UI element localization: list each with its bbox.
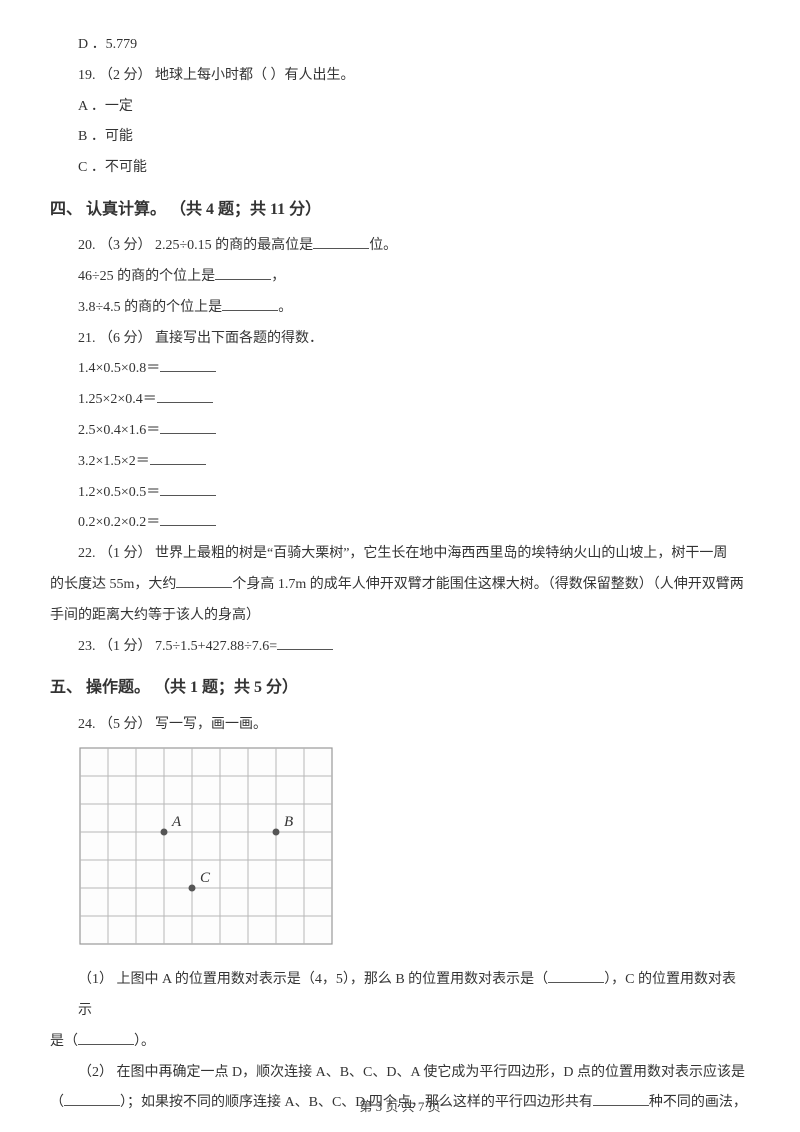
blank: [176, 574, 232, 588]
q19-opt-a: A ．一定: [50, 92, 750, 123]
q24-p1d: ）。: [134, 1034, 155, 1049]
blank: [78, 1031, 134, 1045]
q22-l2a: 的长度达 55m，大约: [50, 577, 176, 592]
q24-p1: （1） 上图中 A 的位置用数对表示是（4，5），那么 B 的位置用数对表示是（…: [50, 965, 750, 1057]
blank: [277, 636, 333, 650]
q21-e3-text: 2.5×0.4×1.6＝: [78, 423, 160, 438]
option-d: D ．5.779: [50, 30, 750, 61]
q20-l1b: 位。: [369, 238, 397, 253]
section-4-heading: 四、 认真计算。 （共 4 题；共 11 分）: [50, 192, 750, 227]
q19-stem: 19. （2 分） 地球上每小时都（ ）有人出生。: [50, 61, 750, 92]
q21-e6-text: 0.2×0.2×0.2＝: [78, 515, 160, 530]
q20-l2a: 46÷25 的商的个位上是: [78, 269, 215, 284]
blank: [215, 266, 271, 280]
blank: [222, 297, 278, 311]
q20-l2b: ，: [271, 269, 285, 284]
q22-block: 22. （1 分） 世界上最粗的树是“百骑大栗树”，它生长在地中海西西里岛的埃特…: [50, 539, 750, 631]
q21-e4-text: 3.2×1.5×2＝: [78, 454, 150, 469]
q20-line2: 46÷25 的商的个位上是 ，: [50, 262, 750, 293]
q21-e1-text: 1.4×0.5×0.8＝: [78, 361, 160, 376]
q21-e6: 0.2×0.2×0.2＝: [50, 508, 750, 539]
q22-l3: 手间的距离大约等于该人的身高）: [50, 601, 750, 632]
blank: [160, 420, 216, 434]
q20-l3a: 3.8÷4.5 的商的个位上是: [78, 300, 222, 315]
section-5-heading: 五、 操作题。 （共 1 题；共 5 分）: [50, 670, 750, 705]
blank: [160, 512, 216, 526]
q21-e3: 2.5×0.4×1.6＝: [50, 416, 750, 447]
q23: 23. （1 分） 7.5÷1.5+427.88÷7.6=: [50, 632, 750, 663]
svg-text:B: B: [284, 814, 293, 830]
q22-l1: 22. （1 分） 世界上最粗的树是“百骑大栗树”，它生长在地中海西西里岛的埃特…: [50, 539, 750, 570]
page-footer: 第 3 页 共 7 页: [0, 1093, 800, 1122]
q20-line3: 3.8÷4.5 的商的个位上是 。: [50, 293, 750, 324]
blank: [313, 235, 369, 249]
q22-l2b: 个身高 1.7m 的成年人伸开双臂才能围住这棵大树。（得数保留整数）（人伸开双臂…: [232, 577, 743, 592]
q19-opt-c: C ．不可能: [50, 153, 750, 184]
q20-line1: 20. （3 分） 2.25÷0.15 的商的最高位是 位。: [50, 231, 750, 262]
q21-e2-text: 1.25×2×0.4＝: [78, 392, 157, 407]
grid-figure: A B C: [78, 746, 750, 959]
svg-text:C: C: [200, 870, 211, 886]
blank: [548, 969, 604, 983]
blank: [150, 451, 206, 465]
q21-e2: 1.25×2×0.4＝: [50, 385, 750, 416]
blank: [157, 389, 213, 403]
q20-l1a: 20. （3 分） 2.25÷0.15 的商的最高位是: [78, 238, 313, 253]
q24-p1c: 是（: [50, 1034, 78, 1049]
q23-a: 23. （1 分） 7.5÷1.5+427.88÷7.6=: [78, 639, 277, 654]
q21-e1: 1.4×0.5×0.8＝: [50, 354, 750, 385]
blank: [160, 358, 216, 372]
q24-p2a: （2） 在图中再确定一点 D，顺次连接 A、B、C、D、A 使它成为平行四边形，…: [50, 1058, 750, 1089]
q21-e5-text: 1.2×0.5×0.5＝: [78, 485, 160, 500]
q24-p1a: （1） 上图中 A 的位置用数对表示是（4，5），那么 B 的位置用数对表示是（: [78, 972, 548, 987]
q21-stem: 21. （6 分） 直接写出下面各题的得数．: [50, 324, 750, 355]
q21-e4: 3.2×1.5×2＝: [50, 447, 750, 478]
q24-stem: 24. （5 分） 写一写，画一画。: [50, 710, 750, 741]
blank: [160, 482, 216, 496]
q22-l2: 的长度达 55m，大约 个身高 1.7m 的成年人伸开双臂才能围住这棵大树。（得数…: [50, 570, 750, 601]
q21-e5: 1.2×0.5×0.5＝: [50, 478, 750, 509]
svg-text:A: A: [171, 814, 182, 830]
grid-svg: A B C: [78, 746, 334, 946]
q19-opt-b: B ．可能: [50, 122, 750, 153]
q20-l3b: 。: [278, 300, 292, 315]
